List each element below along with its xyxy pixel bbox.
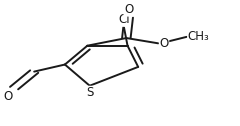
Text: CH₃: CH₃ <box>188 30 210 43</box>
Text: Cl: Cl <box>118 13 130 26</box>
Text: O: O <box>159 37 169 50</box>
Text: S: S <box>86 86 93 99</box>
Text: O: O <box>4 89 13 103</box>
Text: O: O <box>124 3 133 16</box>
